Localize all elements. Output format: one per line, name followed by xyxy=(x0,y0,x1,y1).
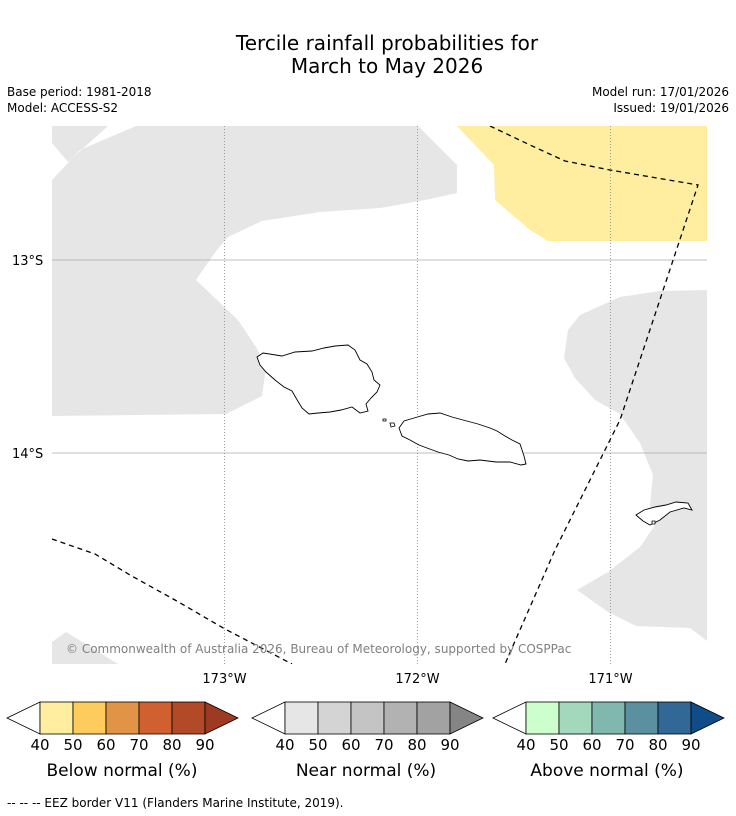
lat-label-14s: 14°S xyxy=(12,447,43,462)
colorbar-below-label: Below normal (%) xyxy=(46,761,198,781)
chart-title-line1: Tercile rainfall probabilities for xyxy=(235,31,539,55)
colorbar-above: 40 50 60 70 80 90 xyxy=(492,701,725,754)
colorbar-below-tick-5: 90 xyxy=(195,736,214,754)
colorbar-near-swatch-1 xyxy=(317,701,352,735)
lon-label-173w: 173°W xyxy=(202,672,246,687)
colorbar-below-swatch-0 xyxy=(39,701,74,735)
island-tutuila xyxy=(635,501,693,526)
lon-label-171w: 171°W xyxy=(588,672,632,687)
model-run-text: Model run: 17/01/2026 xyxy=(591,85,729,99)
island-apolima xyxy=(382,418,387,422)
colorbar-above-tick-2: 60 xyxy=(582,736,601,754)
colorbar-near: 40 50 60 70 80 90 xyxy=(251,701,484,754)
eez-footnote: -- -- -- EEZ border V11 (Flanders Marine… xyxy=(7,796,344,810)
colorbar-below-tick-2: 60 xyxy=(96,736,115,754)
colorbar-below: 40 50 60 70 80 90 xyxy=(6,701,239,754)
colorbar-below-swatch-2 xyxy=(105,701,140,735)
colorbar-near-extend-low xyxy=(251,701,286,735)
near-normal-region-west xyxy=(52,126,457,416)
colorbar-above-swatch-1 xyxy=(558,701,593,735)
colorbar-above-tick-0: 40 xyxy=(516,736,535,754)
island-aunuu xyxy=(651,520,656,525)
colorbar-below-swatch-1 xyxy=(72,701,107,735)
colorbar-above-tick-1: 50 xyxy=(549,736,568,754)
colorbar-near-swatch-4 xyxy=(416,701,451,735)
colorbar-below-tick-0: 40 xyxy=(30,736,49,754)
base-period-text: Base period: 1981-2018 xyxy=(7,85,152,99)
chart-title-line2: March to May 2026 xyxy=(290,54,484,78)
colorbar-near-tick-2: 60 xyxy=(341,736,360,754)
colorbar-below-tick-3: 70 xyxy=(129,736,148,754)
colorbar-above-extend-high xyxy=(690,701,725,735)
below-normal-region xyxy=(457,126,707,241)
colorbar-below-extend-high xyxy=(204,701,239,735)
colorbar-above-label: Above normal (%) xyxy=(530,761,684,781)
colorbar-near-swatch-3 xyxy=(383,701,418,735)
lon-label-172w: 172°W xyxy=(395,672,439,687)
eez-border-east xyxy=(489,126,699,664)
model-text: Model: ACCESS-S2 xyxy=(7,101,119,115)
colorbar-near-extend-high xyxy=(449,701,484,735)
colorbar-above-tick-4: 80 xyxy=(648,736,667,754)
island-manono xyxy=(389,422,396,428)
colorbar-near-tick-4: 80 xyxy=(407,736,426,754)
colorbar-near-tick-0: 40 xyxy=(275,736,294,754)
colorbar-below-tick-4: 80 xyxy=(162,736,181,754)
colorbar-near-swatch-2 xyxy=(350,701,385,735)
colorbar-near-label: Near normal (%) xyxy=(295,761,437,781)
colorbar-above-tick-3: 70 xyxy=(615,736,634,754)
colorbar-below-swatch-4 xyxy=(171,701,206,735)
colorbar-above-swatch-2 xyxy=(591,701,626,735)
map-area xyxy=(52,126,707,664)
colorbar-near-swatch-0 xyxy=(284,701,319,735)
colorbar-above-extend-low xyxy=(492,701,527,735)
lat-label-13s: 13°S xyxy=(12,254,43,269)
colorbar-near-tick-3: 70 xyxy=(374,736,393,754)
colorbar-near-tick-5: 90 xyxy=(440,736,459,754)
eez-border-southwest xyxy=(52,538,293,664)
colorbar-below-swatch-3 xyxy=(138,701,173,735)
colorbar-above-tick-5: 90 xyxy=(681,736,700,754)
issued-text: Issued: 19/01/2026 xyxy=(613,101,729,115)
colorbar-above-swatch-4 xyxy=(657,701,692,735)
near-normal-region-east xyxy=(564,290,707,641)
island-upolu xyxy=(398,412,527,466)
colorbar-below-tick-1: 50 xyxy=(63,736,82,754)
colorbar-above-swatch-3 xyxy=(624,701,659,735)
copyright-text: © Commonwealth of Australia 2026, Bureau… xyxy=(66,642,571,656)
island-savaii xyxy=(256,344,381,415)
colorbar-below-extend-low xyxy=(6,701,41,735)
colorbar-near-tick-1: 50 xyxy=(308,736,327,754)
colorbar-above-swatch-0 xyxy=(525,701,560,735)
near-normal-region-southwest xyxy=(52,632,118,664)
